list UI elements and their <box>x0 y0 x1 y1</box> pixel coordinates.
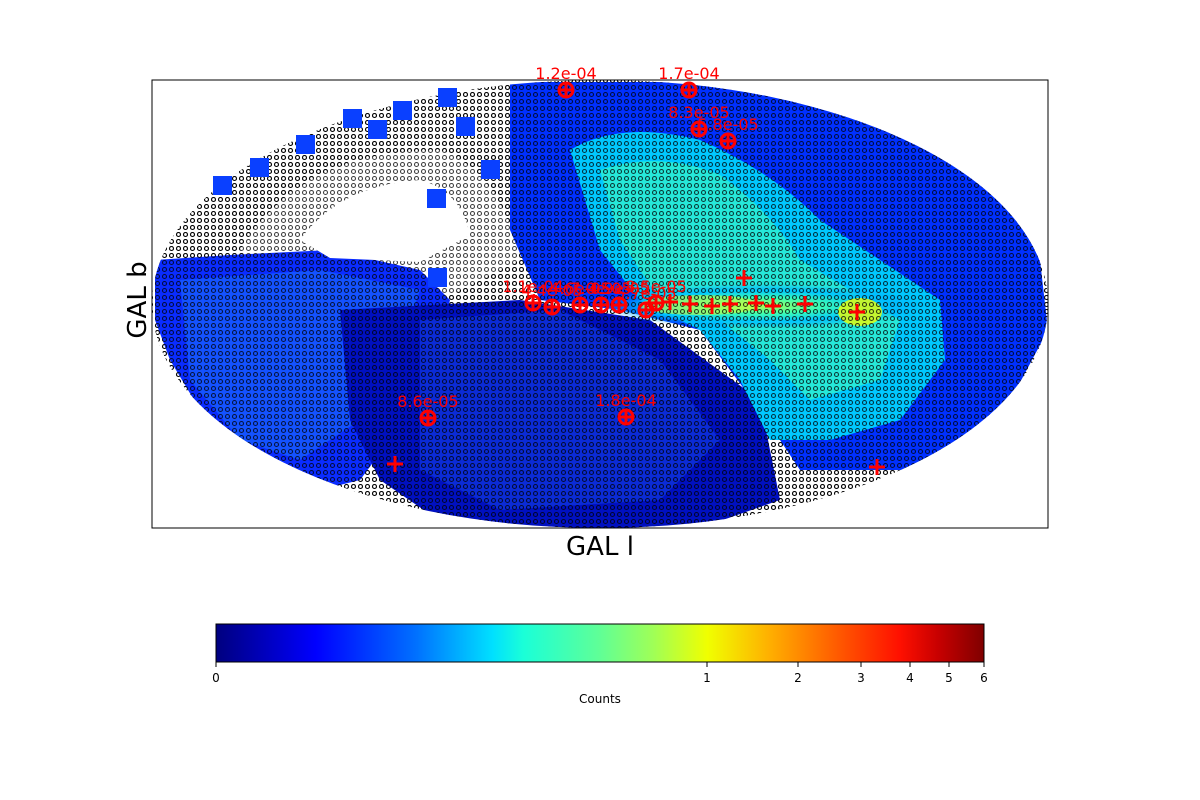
source-label: 1.8e-04 <box>595 391 656 410</box>
colorbar-tick-label: 5 <box>945 671 953 685</box>
source-label: 4.4e-05 <box>521 281 582 300</box>
source-cross <box>748 295 764 311</box>
source-label: 1.1e-04 <box>502 277 563 296</box>
colorbar-gradient <box>215 623 985 663</box>
source-cross <box>682 296 698 312</box>
source-cross <box>722 296 738 312</box>
unlabeled-sources <box>387 270 885 475</box>
source-marker: 1.8e-04 <box>595 391 657 426</box>
colorbar-tick-label: 6 <box>980 671 988 685</box>
source-label: 8.6e-05 <box>397 392 458 411</box>
source-label: 1.2e-04 <box>535 64 596 83</box>
isolated-tiles <box>213 88 500 287</box>
source-marker: 8.3e-05 <box>668 103 730 138</box>
x-axis-label: GAL l <box>566 532 634 562</box>
colorbar-tick-label: 3 <box>857 671 865 685</box>
source-marker: 1.1e-04 <box>502 277 564 312</box>
colorbar-tick-label: 0 <box>212 671 220 685</box>
source-label: 7.0e-05 <box>570 279 631 298</box>
source-label: 5.8e-05 <box>697 115 758 134</box>
source-marker: 5.8e-05 <box>697 115 759 150</box>
source-label: 8.5e-05 <box>625 277 686 296</box>
annotated-sources: 1.2e-04 1.7e-04 8.3e-055.8e-05 1.1e-044.4e-… <box>397 64 759 427</box>
source-label: 4.6e-05 <box>549 279 610 298</box>
source-label: 8.3e-05 <box>668 103 729 122</box>
colorbar-tick-label: 1 <box>703 671 711 685</box>
source-marker: 8.6e-05 <box>397 392 459 427</box>
source-cross <box>704 298 720 314</box>
colorbar-ticks: 0 1 2 3 4 5 6 <box>212 662 988 685</box>
colorbar-tick-label: 4 <box>906 671 914 685</box>
source-marker: 4.9e-05 <box>588 279 650 314</box>
source-marker: 4.4e-05 <box>521 281 583 316</box>
source-label: 1.7e-04 <box>658 64 719 83</box>
source-cross <box>849 304 865 320</box>
source-label: 4.9e-05 <box>588 279 649 298</box>
y-axis-label: GAL b <box>123 261 153 338</box>
source-cross <box>736 270 752 286</box>
source-cross <box>662 294 678 310</box>
source-marker: 1.7e-04 <box>658 64 720 99</box>
colorbar-label: Counts <box>579 692 621 706</box>
colorbar-tick-label: 2 <box>794 671 802 685</box>
source-cross <box>869 459 885 475</box>
source-cross <box>797 296 813 312</box>
colorbar: 0 1 2 3 4 5 6 Counts <box>212 623 988 706</box>
source-marker: 4.6e-05 <box>549 279 611 314</box>
source-marker: 1.2e-04 <box>535 64 597 99</box>
plot-frame <box>151 79 1049 529</box>
source-cross <box>765 298 781 314</box>
source-cross <box>387 456 403 472</box>
source-marker: 7.0e-05 <box>570 279 632 314</box>
